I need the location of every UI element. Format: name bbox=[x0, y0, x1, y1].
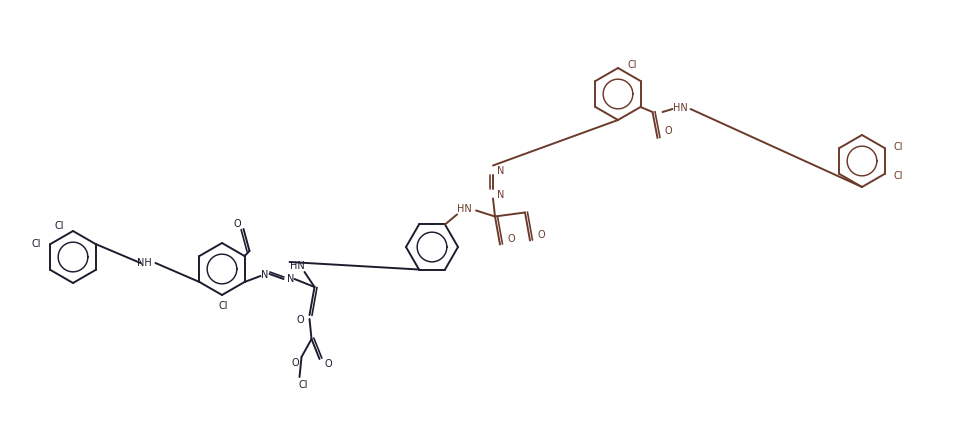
Text: O: O bbox=[234, 218, 242, 228]
Text: O: O bbox=[507, 234, 515, 244]
Text: Cl: Cl bbox=[894, 141, 903, 152]
Text: O: O bbox=[325, 358, 333, 368]
Text: HN: HN bbox=[456, 204, 472, 214]
Text: Cl: Cl bbox=[894, 171, 903, 181]
Text: N: N bbox=[498, 190, 504, 200]
Text: O: O bbox=[665, 126, 672, 136]
Text: O: O bbox=[537, 230, 545, 240]
Text: HN: HN bbox=[291, 261, 305, 270]
Text: Cl: Cl bbox=[32, 239, 41, 249]
Text: Cl: Cl bbox=[627, 60, 637, 70]
Text: O: O bbox=[292, 357, 299, 367]
Text: Cl: Cl bbox=[219, 300, 227, 310]
Text: N: N bbox=[261, 269, 269, 280]
Text: Cl: Cl bbox=[55, 221, 63, 230]
Text: Cl: Cl bbox=[299, 379, 308, 389]
Text: N: N bbox=[287, 273, 294, 283]
Text: HN: HN bbox=[673, 103, 688, 113]
Text: N: N bbox=[498, 166, 504, 176]
Text: O: O bbox=[296, 314, 304, 324]
Text: NH: NH bbox=[137, 258, 152, 267]
